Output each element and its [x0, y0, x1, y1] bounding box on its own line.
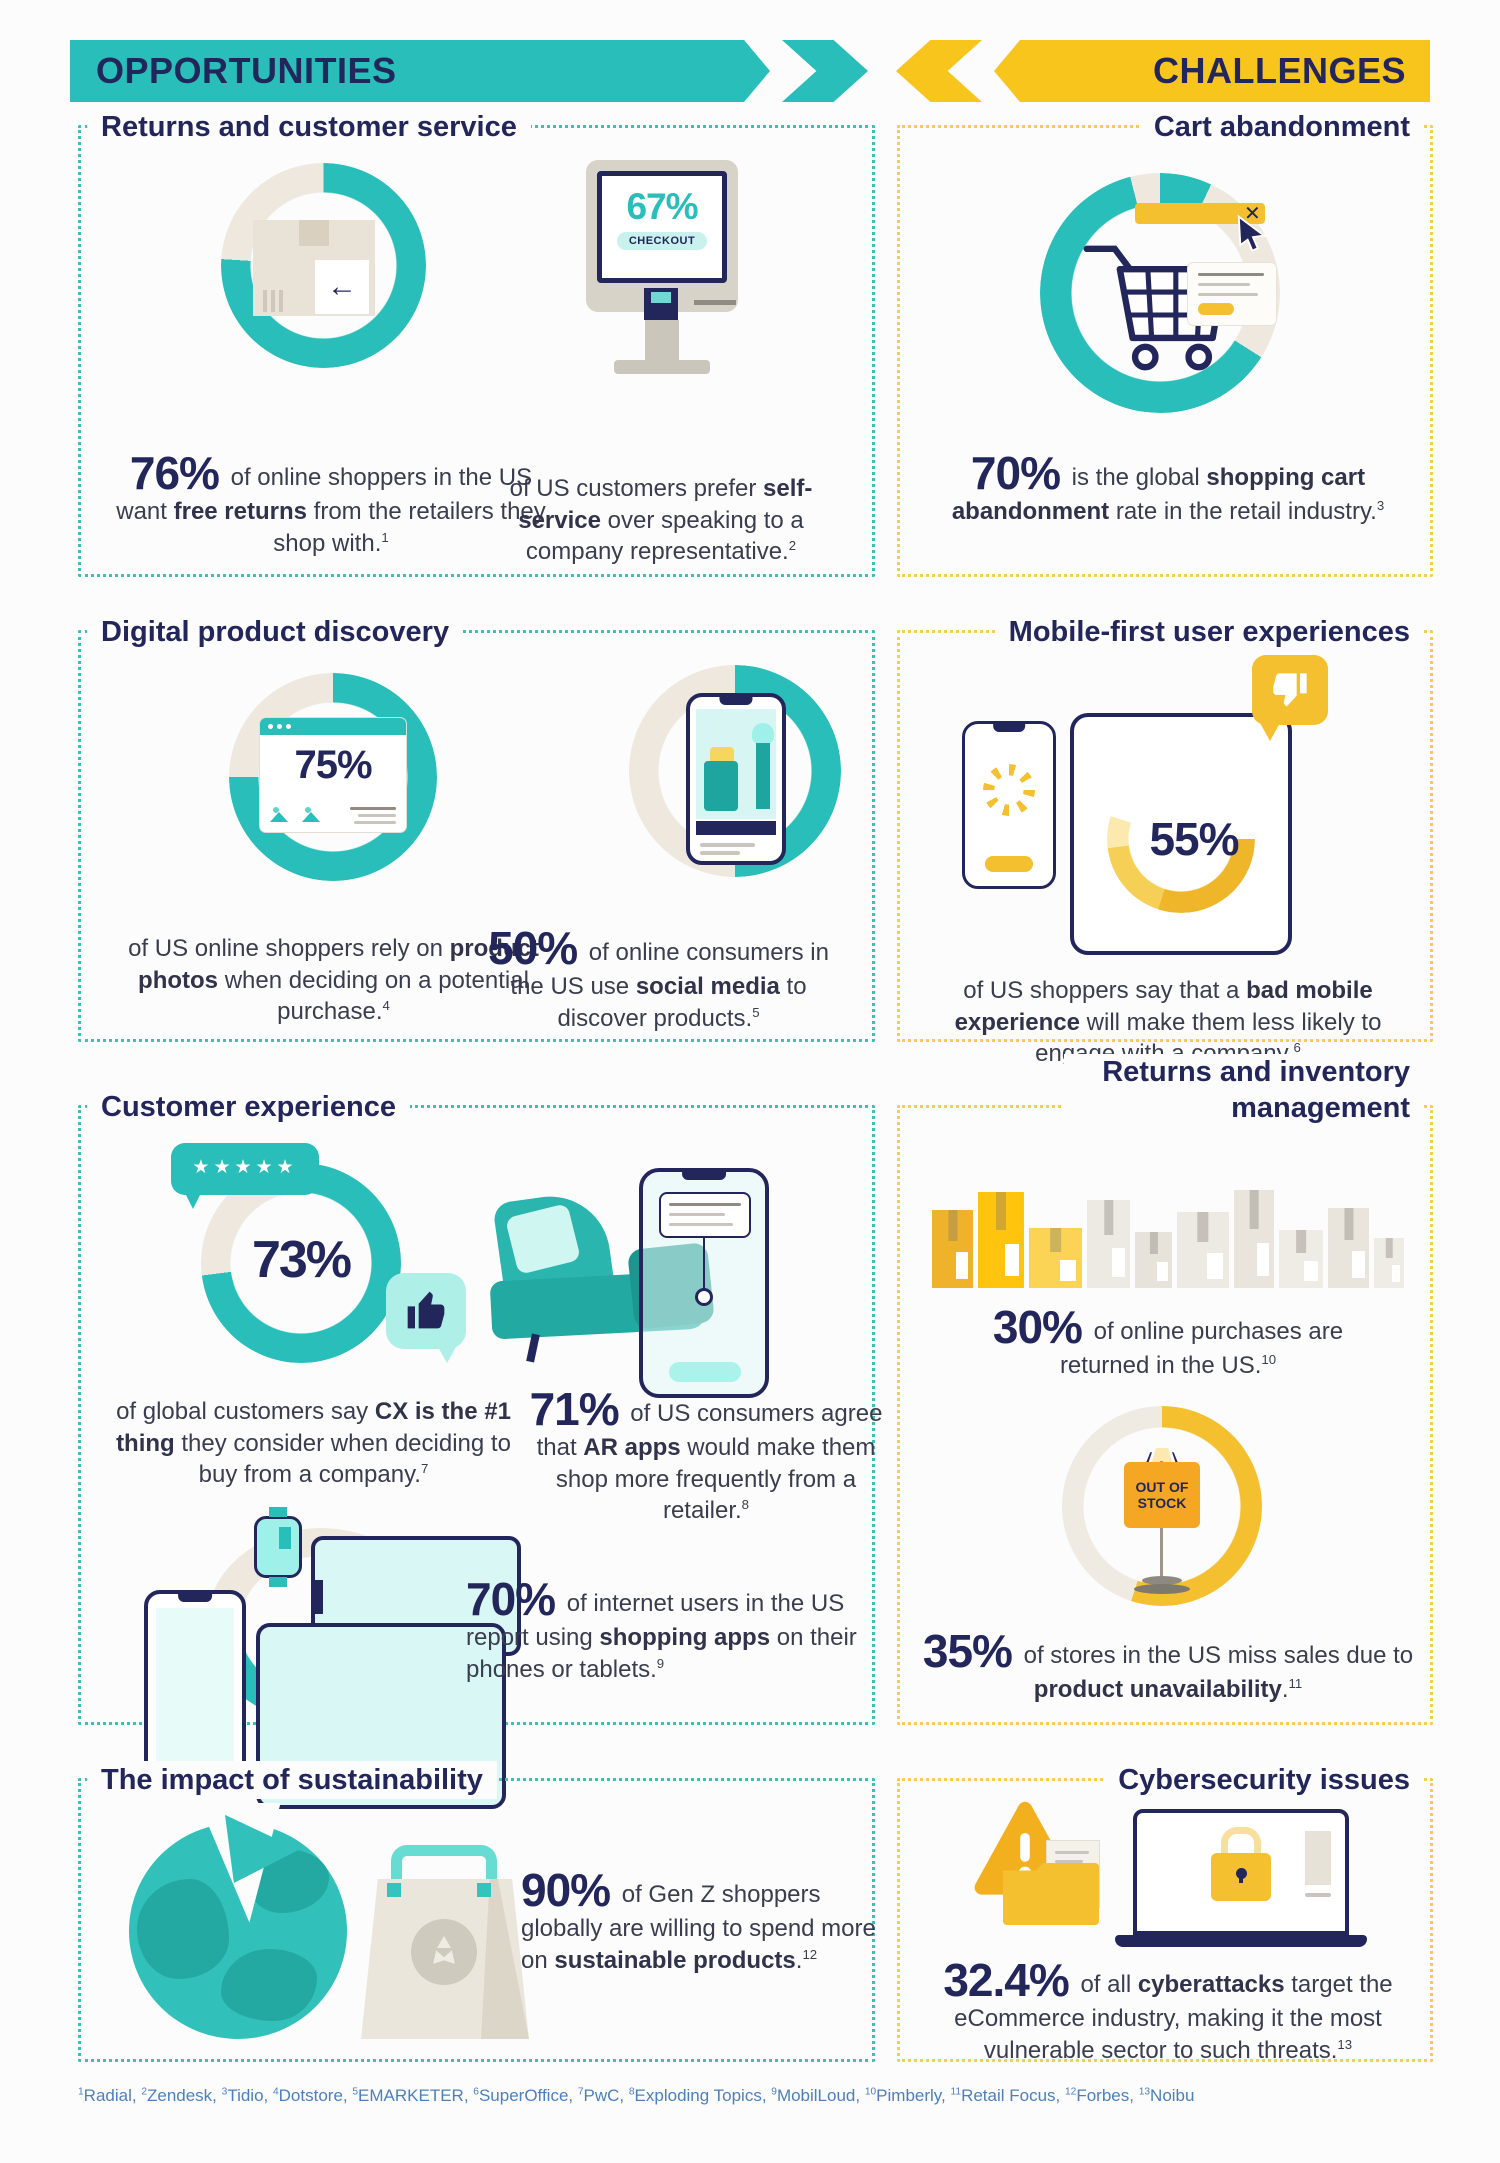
source-link[interactable]: 10Pimberly,	[864, 2086, 951, 2105]
source-link[interactable]: 7PwC,	[577, 2086, 629, 2105]
self-service-stat: of US customers prefer self-service over…	[509, 475, 813, 566]
social-media-stat: 50% of online consumers in the US use so…	[488, 922, 829, 1032]
55-percent-arc	[1107, 765, 1255, 913]
chevron-right-icon	[782, 40, 868, 102]
thumbs-up-icon	[386, 1273, 466, 1363]
section-title: Mobile-first user experiences	[994, 613, 1424, 651]
source-link[interactable]: 1Radial,	[78, 2086, 142, 2105]
return-arrow-icon: ←	[315, 260, 369, 314]
donut-value: 73%	[251, 1231, 352, 1289]
ar-apps-stat: 71% of US consumers agree that AR apps w…	[529, 1383, 883, 1525]
cx-stat: of global customers say CX is the #1 thi…	[116, 1398, 511, 1489]
smartwatch-icon	[254, 1507, 302, 1587]
image-placeholder-icon	[302, 806, 328, 822]
source-link[interactable]: 3Tidio,	[221, 2086, 273, 2105]
section-mobile-first: Mobile-first user experiences 55% of US …	[897, 613, 1433, 1067]
section-title: Customer experience	[87, 1088, 410, 1126]
opportunities-banner: OPPORTUNITIES	[70, 40, 770, 102]
bad-mobile-experience-stat: of US shoppers say that a bad mobile exp…	[954, 977, 1382, 1067]
section-returns-inventory: Returns and inventory management 30% of …	[897, 1054, 1433, 1725]
free-returns-stat: 76% of online shoppers in the US want fr…	[116, 447, 546, 557]
section-digital-product-discovery: Digital product discovery 75% of US onli…	[78, 613, 875, 1042]
package-box-icon: ←	[253, 198, 375, 320]
donut-value: 55%	[1149, 813, 1239, 865]
challenges-title: CHALLENGES	[1152, 50, 1406, 91]
inventory-boxes-icon	[932, 1186, 1404, 1288]
tablet-icon: 55%	[1070, 713, 1292, 955]
challenges-banner: CHALLENGES	[994, 40, 1430, 102]
out-of-stock-graphic: OUT OF STOCK	[1050, 1406, 1285, 1621]
source-link[interactable]: 9MobilLoud,	[771, 2086, 865, 2105]
section-title: Cybersecurity issues	[1104, 1761, 1424, 1799]
source-link[interactable]: 2Zendesk,	[141, 2086, 222, 2105]
close-icon: ✕	[1244, 203, 1261, 225]
cart-abandonment-stat: 70% is the global shopping cart abandonm…	[951, 447, 1385, 525]
cyberattacks-stat: 32.4% of all cyberattacks target the eCo…	[943, 1954, 1393, 2064]
loading-phone-icon	[962, 721, 1056, 889]
self-service-value: 67%	[626, 186, 698, 227]
ar-sofa-graphic	[481, 1168, 791, 1398]
section-title: Returns and inventory management	[1064, 1054, 1424, 1126]
product-photos-stat: of US online shoppers rely on product ph…	[128, 935, 539, 1026]
thumbs-down-icon	[1252, 655, 1328, 741]
donut-value: 75%	[294, 743, 372, 787]
section-cart-abandonment: Cart abandonment ✕ 70% is the global sho…	[897, 108, 1433, 577]
recycle-icon	[411, 1919, 477, 1985]
cart-abandonment-graphic: ✕	[1040, 163, 1295, 443]
section-title: Cart abandonment	[1139, 108, 1424, 146]
chevron-left-icon	[896, 40, 982, 102]
cursor-icon	[1237, 215, 1267, 253]
section-customer-experience: Customer experience 73% ★★★★★ of global …	[78, 1088, 882, 1809]
ar-phone-icon	[639, 1168, 769, 1398]
section-title: Returns and customer service	[87, 108, 531, 146]
section-title: Digital product discovery	[87, 613, 464, 651]
devices-graphic	[136, 1507, 536, 1809]
smartphone-icon	[144, 1590, 246, 1778]
checkout-monitor-icon: 67% CHECKOUT	[586, 160, 738, 375]
five-star-rating-icon: ★★★★★	[171, 1143, 319, 1209]
source-link[interactable]: 6SuperOffice,	[473, 2086, 578, 2105]
browser-bar-icon	[1135, 203, 1265, 224]
source-link[interactable]: 13Noibu	[1138, 2086, 1195, 2105]
product-unavailability-stat: 35% of stores in the US miss sales due t…	[922, 1625, 1414, 1703]
image-placeholder-icon	[270, 806, 296, 822]
source-link[interactable]: 12Forbes,	[1065, 2086, 1139, 2105]
out-of-stock-sign-icon: OUT OF STOCK	[1124, 1462, 1200, 1528]
browser-window-icon: 75%	[260, 718, 406, 832]
loading-spinner-icon	[983, 764, 1035, 816]
section-returns-customer-service: Returns and customer service ← 76% of on…	[78, 108, 875, 577]
receipt-card-icon	[1188, 263, 1276, 325]
returns-rate-stat: 30% of online purchases are returned in …	[992, 1301, 1344, 1379]
source-link[interactable]: 8Exploding Topics,	[628, 2086, 772, 2105]
shopping-apps-stat: 70% of internet users in the US report u…	[466, 1573, 857, 1683]
source-link[interactable]: 11Retail Focus,	[950, 2086, 1065, 2105]
source-link[interactable]: 4Dotstore,	[272, 2086, 353, 2105]
smartphone-icon	[686, 693, 786, 865]
section-title: The impact of sustainability	[87, 1761, 497, 1799]
sustainable-products-stat: 90% of Gen Z shoppers globally are willi…	[521, 1864, 876, 1974]
cybersecurity-graphic	[955, 1801, 1385, 1951]
opportunities-title: OPPORTUNITIES	[96, 50, 397, 91]
section-cybersecurity: Cybersecurity issues 32.4% of all cy	[897, 1761, 1433, 2064]
section-sustainability: The impact of sustainability	[78, 1761, 876, 2062]
sustainability-graphic	[129, 1803, 569, 2039]
source-link[interactable]: 5EMARKETER,	[352, 2086, 474, 2105]
header-banner: OPPORTUNITIES CHALLENGES	[70, 40, 1430, 102]
sources-footnote: 1Radial, 2Zendesk, 3Tidio, 4Dotstore, 5E…	[78, 2086, 1438, 2106]
padlock-icon	[1221, 1827, 1261, 1857]
checkout-badge: CHECKOUT	[616, 232, 708, 250]
